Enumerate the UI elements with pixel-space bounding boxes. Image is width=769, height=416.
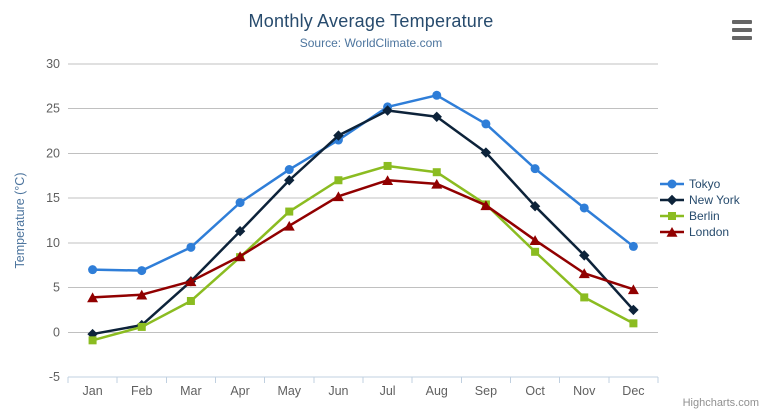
data-point[interactable] xyxy=(186,242,196,252)
hamburger-icon xyxy=(732,20,752,24)
data-point[interactable] xyxy=(432,90,442,100)
legend-item-label: Berlin xyxy=(689,209,720,223)
x-axis-label: Jul xyxy=(380,384,396,398)
data-point[interactable] xyxy=(578,268,590,279)
data-point[interactable] xyxy=(332,191,344,202)
data-point[interactable] xyxy=(579,250,590,261)
legend-item-label: New York xyxy=(689,193,740,207)
series-line-berlin[interactable] xyxy=(91,164,635,342)
data-point[interactable] xyxy=(137,322,146,331)
hamburger-icon xyxy=(732,36,752,40)
chart-legend: Tokyo New York Berlin London xyxy=(660,176,740,240)
circle-marker-icon xyxy=(660,179,684,189)
x-axis-label: Apr xyxy=(230,384,249,398)
data-point[interactable] xyxy=(87,292,99,303)
data-point[interactable] xyxy=(284,165,294,175)
data-point[interactable] xyxy=(481,119,491,129)
y-axis-label: 30 xyxy=(46,57,60,71)
data-point[interactable] xyxy=(382,175,394,186)
credits-link[interactable]: Highcharts.com xyxy=(682,397,759,409)
data-point[interactable] xyxy=(234,226,246,237)
data-point[interactable] xyxy=(185,276,197,287)
data-point[interactable] xyxy=(627,284,639,295)
legend-item-london[interactable]: London xyxy=(660,224,740,240)
data-point[interactable] xyxy=(283,220,295,231)
series-line-new-york[interactable] xyxy=(91,109,635,336)
data-point[interactable] xyxy=(88,265,98,275)
data-point[interactable] xyxy=(382,105,393,116)
x-axis-label: Jun xyxy=(328,384,348,398)
data-point[interactable] xyxy=(186,296,195,305)
data-point[interactable] xyxy=(580,293,589,302)
data-point[interactable] xyxy=(531,247,540,256)
data-point[interactable] xyxy=(628,241,638,251)
legend-item-label: London xyxy=(689,225,730,239)
chart-title: Monthly Average Temperature xyxy=(248,11,494,31)
legend-item-berlin[interactable]: Berlin xyxy=(660,208,740,224)
y-axis-label: 10 xyxy=(46,236,60,250)
y-axis-label: 15 xyxy=(46,191,60,205)
data-point[interactable] xyxy=(235,198,245,208)
y-axis-label: -5 xyxy=(49,370,60,384)
data-point[interactable] xyxy=(334,176,343,185)
data-point[interactable] xyxy=(480,200,492,211)
data-point[interactable] xyxy=(629,319,638,328)
y-axis-label: 25 xyxy=(46,102,60,116)
export-menu-button[interactable] xyxy=(729,18,755,42)
data-point xyxy=(667,179,677,189)
square-marker-icon xyxy=(660,212,684,220)
y-axis-label: 0 xyxy=(53,325,60,339)
data-point[interactable] xyxy=(333,130,344,141)
data-point xyxy=(666,227,678,237)
data-point[interactable] xyxy=(431,178,443,189)
data-point[interactable] xyxy=(432,168,441,177)
diamond-marker-icon xyxy=(660,194,684,206)
data-point xyxy=(668,212,676,220)
x-axis-label: Feb xyxy=(131,384,153,398)
legend-item-new-york[interactable]: New York xyxy=(660,192,740,208)
series-line-tokyo[interactable] xyxy=(91,94,635,272)
data-point[interactable] xyxy=(88,336,97,345)
data-point[interactable] xyxy=(530,164,540,174)
data-point[interactable] xyxy=(529,200,541,212)
series-london[interactable] xyxy=(87,175,639,303)
triangle-marker-icon xyxy=(660,227,684,237)
legend-item-label: Tokyo xyxy=(689,177,721,191)
x-axis-label: Sep xyxy=(475,384,497,398)
data-point[interactable] xyxy=(431,111,442,122)
x-axis-label: Jan xyxy=(83,384,103,398)
x-axis-label: May xyxy=(277,384,301,398)
data-point[interactable] xyxy=(480,147,492,158)
x-axis-label: Nov xyxy=(573,384,596,398)
x-axis-label: Aug xyxy=(426,384,448,398)
y-axis-label: 20 xyxy=(46,146,60,160)
x-axis-label: Oct xyxy=(525,384,545,398)
chart-subtitle: Source: WorldClimate.com xyxy=(299,36,443,50)
data-point[interactable] xyxy=(579,203,589,213)
y-axis-label: 5 xyxy=(53,281,60,295)
data-point[interactable] xyxy=(137,266,147,276)
data-point[interactable] xyxy=(284,175,295,186)
x-axis-label: Dec xyxy=(622,384,644,398)
data-point[interactable] xyxy=(529,235,541,245)
x-axis-label: Mar xyxy=(180,384,202,398)
y-axis-title: Temperature (°C) xyxy=(13,173,27,269)
series-new-york[interactable] xyxy=(87,105,639,340)
series-line-london[interactable] xyxy=(91,179,635,299)
data-point xyxy=(666,194,678,206)
data-point[interactable] xyxy=(136,289,148,300)
data-point[interactable] xyxy=(383,161,392,170)
data-point[interactable] xyxy=(285,207,294,216)
legend-item-tokyo[interactable]: Tokyo xyxy=(660,176,740,192)
data-point[interactable] xyxy=(628,304,639,316)
hamburger-icon xyxy=(732,28,752,32)
data-point[interactable] xyxy=(234,251,246,262)
series-tokyo[interactable] xyxy=(88,90,638,276)
